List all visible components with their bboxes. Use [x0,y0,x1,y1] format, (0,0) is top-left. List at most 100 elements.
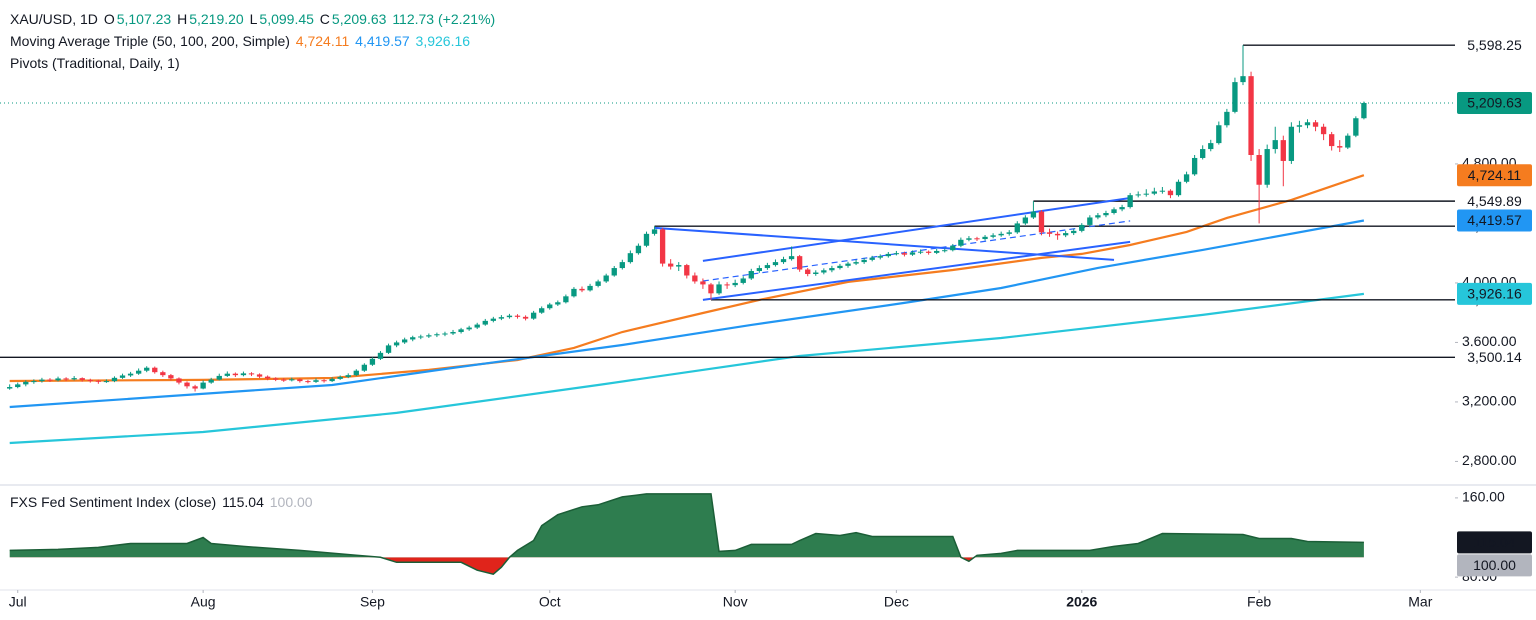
candle-body [1103,213,1109,216]
candle-body [1248,76,1254,156]
y2-tick-label: 160.00 [1462,489,1505,505]
indicator-tag-label: 115.04 [1474,534,1516,550]
candle-body [1320,126,1327,135]
candle-body [853,262,859,264]
candle-body [1353,118,1359,136]
candle-body [321,380,327,382]
candle-body [539,308,545,313]
candle-body [127,373,134,376]
change: 112.73 (+2.21%) [392,11,496,27]
candle-body [224,373,230,376]
sentiment-line [9,493,1364,576]
candle-body [1183,174,1190,182]
candle-body [1062,233,1069,236]
candle-body [547,304,553,309]
pivot-tag [1457,346,1532,369]
candle-body [1046,232,1053,234]
candle-body [950,245,956,251]
candle-body [79,378,85,380]
axes: 4,800.004,000.003,600.003,200.002,800.00… [9,34,1532,610]
candle-body [1304,122,1311,126]
candle-body [530,312,537,319]
candle-body [587,285,593,291]
candle-body [1014,223,1020,233]
candle-body [869,257,875,260]
candle-body [256,374,263,377]
candle-body [264,376,271,379]
candle-body [796,256,803,270]
candle-body [39,379,45,382]
candle-body [208,379,214,383]
candle-body [135,370,142,374]
candle-body [805,269,811,275]
candle-body [1296,125,1303,127]
candle-body [998,233,1004,236]
candle-body [63,378,69,380]
candle-body [917,251,924,253]
ohlc-key: C [319,11,330,27]
candle-body [700,281,706,285]
pivots-title: Pivots (Traditional, Daily, 1) [10,55,180,71]
candle-body [861,259,867,263]
ohlc-key: O [103,11,115,27]
candle-body [15,384,21,388]
candle-body [184,382,190,387]
candle-body [353,370,359,376]
ma-tag-label: 4,419.57 [1467,212,1522,228]
candle-body [1167,190,1174,196]
y-tick-label: 3,200.00 [1462,393,1517,409]
last-price-tag-label: 5,209.63 [1467,95,1522,111]
candle-body [724,284,730,286]
candle-body [1288,126,1295,161]
candle-body [1143,193,1149,195]
candle-body [925,251,932,253]
moving-average [9,174,1365,383]
pivot-tag-label: 5,598.25 [1467,37,1522,53]
candle-body [232,373,239,376]
candle-body [498,317,505,319]
candle-body [668,263,674,267]
candle-body [635,245,642,254]
candle-body [1264,149,1270,185]
candle-body [942,250,948,252]
candle-body [756,268,763,272]
candle-body [966,238,972,240]
candle-body [732,282,738,286]
trend-line [702,240,1131,301]
candle-body [474,324,480,328]
symbol-legend: XAU/USD, 1D O 5,107.23 H 5,219.20 L 5,099.4… [10,10,497,28]
candle-body [1006,232,1012,234]
candle-body [393,342,400,346]
ma-value: 4,419.57 [355,33,410,49]
candle-body [1022,217,1029,224]
candle-body [176,378,182,383]
x-tick-label: Nov [723,594,748,610]
candle-body [273,378,279,380]
indicator-baseline: 100.00 [269,494,313,510]
candle-body [305,381,311,383]
pivot-tag-label: 3,500.14 [1467,349,1522,365]
candle-body [514,315,521,317]
x-tick-label: Jul [9,594,27,610]
area-down-group [380,557,975,575]
price-pane [0,44,1455,445]
candle-body [974,238,980,240]
x-tick-label: Oct [539,594,561,610]
pivot-tag-label: 4,549.89 [1467,193,1522,209]
x-tick-label: Dec [884,594,909,610]
trend-line [702,197,1131,262]
ohlc-value: 5,107.23 [116,11,172,27]
candle-body [901,253,908,255]
y-tick-label: 2,800.00 [1462,452,1517,468]
candle-body [281,379,287,381]
candle-body [168,375,174,379]
candle-body [837,265,843,269]
baseline-tag-label: 100.00 [1473,557,1516,573]
indicator-tag [1457,531,1532,554]
candle-body [482,320,488,325]
candle-body [192,386,198,389]
candle-body [160,372,166,376]
candle-body [418,336,424,338]
